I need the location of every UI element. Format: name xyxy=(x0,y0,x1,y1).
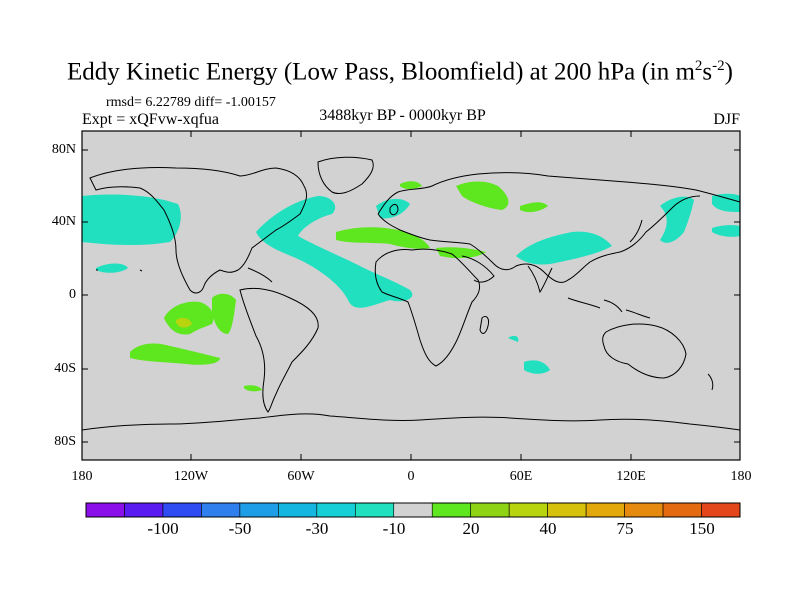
colorbar-swatch xyxy=(585,502,625,518)
x-tick-label: 120E xyxy=(616,469,646,484)
y-tick-label: 0 xyxy=(69,287,76,302)
colorbar-swatch xyxy=(85,502,125,518)
colorbar-swatch xyxy=(431,502,472,518)
colorbar-frame xyxy=(85,502,741,518)
y-tick-label: 80S xyxy=(54,434,76,449)
colorbar-swatch xyxy=(201,502,241,518)
positive-high-region xyxy=(176,317,192,328)
y-tick-label: 40S xyxy=(54,361,76,376)
colorbar-swatch xyxy=(662,502,702,518)
y-tick-label: 80N xyxy=(51,142,76,157)
x-tick-label: 180 xyxy=(730,469,752,484)
colorbar-label: 75 xyxy=(616,519,634,538)
coastlines xyxy=(81,156,741,431)
colorbar-label: -10 xyxy=(382,519,406,538)
axis-ticks xyxy=(82,131,740,460)
stats-text: rmsd= 6.22789 diff= -1.00157 xyxy=(106,95,276,110)
x-tick-label: 120W xyxy=(173,469,209,484)
colorbar-swatch xyxy=(547,502,587,518)
colorbar-swatch xyxy=(278,502,318,518)
colorbar-swatch xyxy=(508,502,548,518)
colorbar-swatch xyxy=(162,502,202,518)
colorbar-swatch xyxy=(470,502,510,518)
colorbar-swatch xyxy=(124,502,164,518)
season-label: DJF xyxy=(713,111,740,128)
negative-anomaly-regions xyxy=(82,193,740,374)
colorbar-label: 20 xyxy=(462,519,480,538)
x-tick-label: 180 xyxy=(71,469,93,484)
colorbar-swatch xyxy=(239,502,279,518)
colorbar-swatch xyxy=(393,502,433,518)
colorbar-label: -100 xyxy=(147,519,179,538)
plot-title: Eddy Kinetic Energy (Low Pass, Bloomfiel… xyxy=(67,58,733,86)
colorbar-swatch xyxy=(624,502,664,518)
colorbar-label: -50 xyxy=(228,519,252,538)
x-tick-label: 60W xyxy=(287,469,315,484)
x-tick-label: 0 xyxy=(407,469,415,484)
colorbar-swatch xyxy=(354,502,395,518)
y-tick-label: 40N xyxy=(51,214,76,229)
colorbar-label: 150 xyxy=(689,519,715,538)
colorbar-label: -30 xyxy=(305,519,329,538)
colorbar xyxy=(85,502,741,518)
experiment-label: Expt = xQFvw-xqfua xyxy=(82,111,220,128)
x-tick-label: 60E xyxy=(509,469,533,484)
colorbar-label: 40 xyxy=(539,519,557,538)
period-label: 3488kyr BP - 0000kyr BP xyxy=(319,107,486,124)
colorbar-swatch xyxy=(701,502,741,518)
colorbar-swatch xyxy=(316,502,356,518)
